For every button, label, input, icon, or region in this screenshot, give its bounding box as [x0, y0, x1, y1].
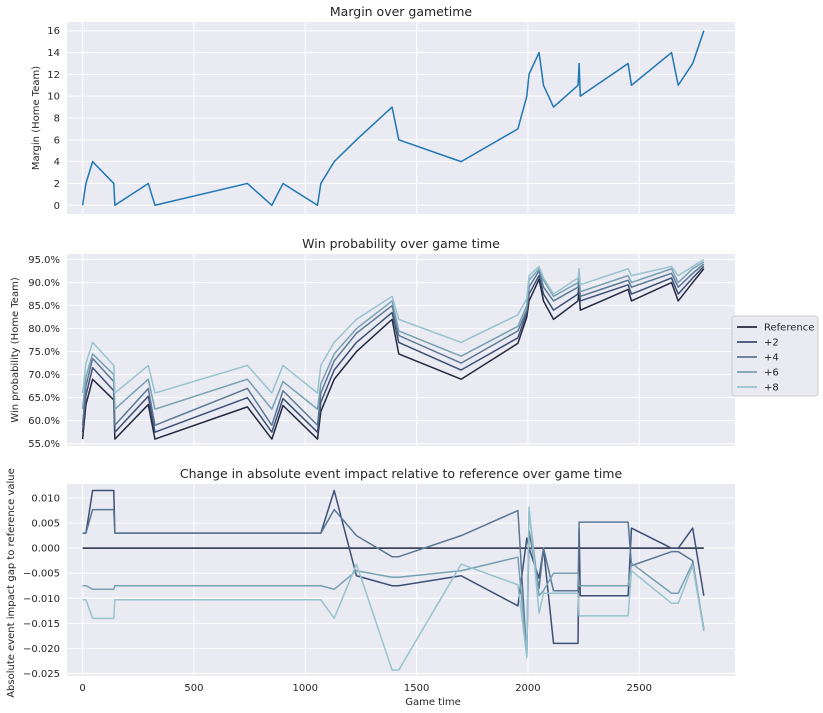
y-tick-label: 2: [54, 179, 60, 190]
series-line-plus-4: [81, 263, 705, 427]
y-tick-label: 12: [47, 70, 60, 81]
x-tick-label: 2500: [627, 683, 652, 694]
x-tick-label: 1000: [293, 683, 318, 694]
series-line-plus-8: [82, 506, 705, 671]
panel-title: Win probability over game time: [302, 236, 500, 251]
y-axis-label: Absolute event impact gap to reference v…: [6, 468, 17, 698]
y-tick-label: 8: [54, 114, 60, 125]
y-axis-label: Win probability (Home Team): [10, 277, 21, 423]
panel-title: Margin over gametime: [330, 4, 473, 19]
series-line-reference: [81, 268, 705, 440]
panel-2: 55.0% 60.0% 65.0% 70.0% 75.0% 80.0% 85.0% 90.0%…: [10, 236, 735, 450]
series-line-plus-6: [81, 261, 705, 410]
y-tick-label: 60.0%: [28, 416, 60, 427]
y-tick-label: 4: [54, 157, 60, 168]
y-tick-label: −0.020: [23, 644, 60, 655]
y-tick-label: 0.005: [31, 519, 60, 530]
series-line-margin: [81, 30, 705, 207]
x-tick-label: 0: [79, 683, 85, 694]
panel-3: −0.025 −0.020 −0.015 −0.010 −0.005 0.000 0.005…: [6, 466, 735, 708]
y-tick-label: 70.0%: [28, 370, 60, 381]
plot-background: [67, 484, 735, 676]
y-tick-label: 0: [54, 201, 60, 212]
x-tick-label: 500: [184, 683, 203, 694]
legend-label: +8: [764, 383, 779, 394]
legend-label: +6: [764, 368, 779, 379]
y-tick-label: 90.0%: [28, 278, 60, 289]
y-tick-label: −0.010: [23, 594, 60, 605]
x-axis-label: Game time: [405, 697, 461, 708]
y-tick-label: 14: [47, 48, 60, 59]
y-tick-label: 95.0%: [28, 255, 60, 266]
y-tick-label: 0.010: [31, 494, 60, 505]
y-tick-label: −0.005: [23, 569, 60, 580]
series-line-plus-8: [81, 258, 705, 394]
y-tick-label: 16: [47, 26, 60, 37]
y-tick-label: 65.0%: [28, 393, 60, 404]
legend-label: +4: [764, 353, 779, 364]
y-tick-label: 85.0%: [28, 301, 60, 312]
legend-label: Reference: [764, 323, 814, 334]
legend: Reference +2 +4 +6 +8: [731, 315, 819, 397]
y-tick-label: 0.000: [31, 544, 60, 555]
y-axis-label: Margin (Home Team): [31, 66, 42, 170]
x-tick-label: 2000: [515, 683, 540, 694]
y-tick-label: −0.025: [23, 669, 60, 680]
panel-title: Change in absolute event impact relative…: [180, 466, 623, 481]
legend-frame: [731, 315, 819, 397]
x-tick-label: 1500: [404, 683, 429, 694]
y-tick-label: −0.015: [23, 619, 60, 630]
y-tick-label: 6: [54, 135, 60, 146]
y-tick-label: 55.0%: [28, 439, 60, 450]
y-tick-label: 80.0%: [28, 324, 60, 335]
y-tick-label: 75.0%: [28, 347, 60, 358]
panel-1: 0 2 4 6 8 10 12 14 16 Margin over gametime Margin …: [31, 4, 735, 214]
y-tick-label: 10: [47, 92, 60, 103]
legend-label: +2: [764, 338, 779, 349]
series-line-plus-2: [81, 265, 705, 433]
